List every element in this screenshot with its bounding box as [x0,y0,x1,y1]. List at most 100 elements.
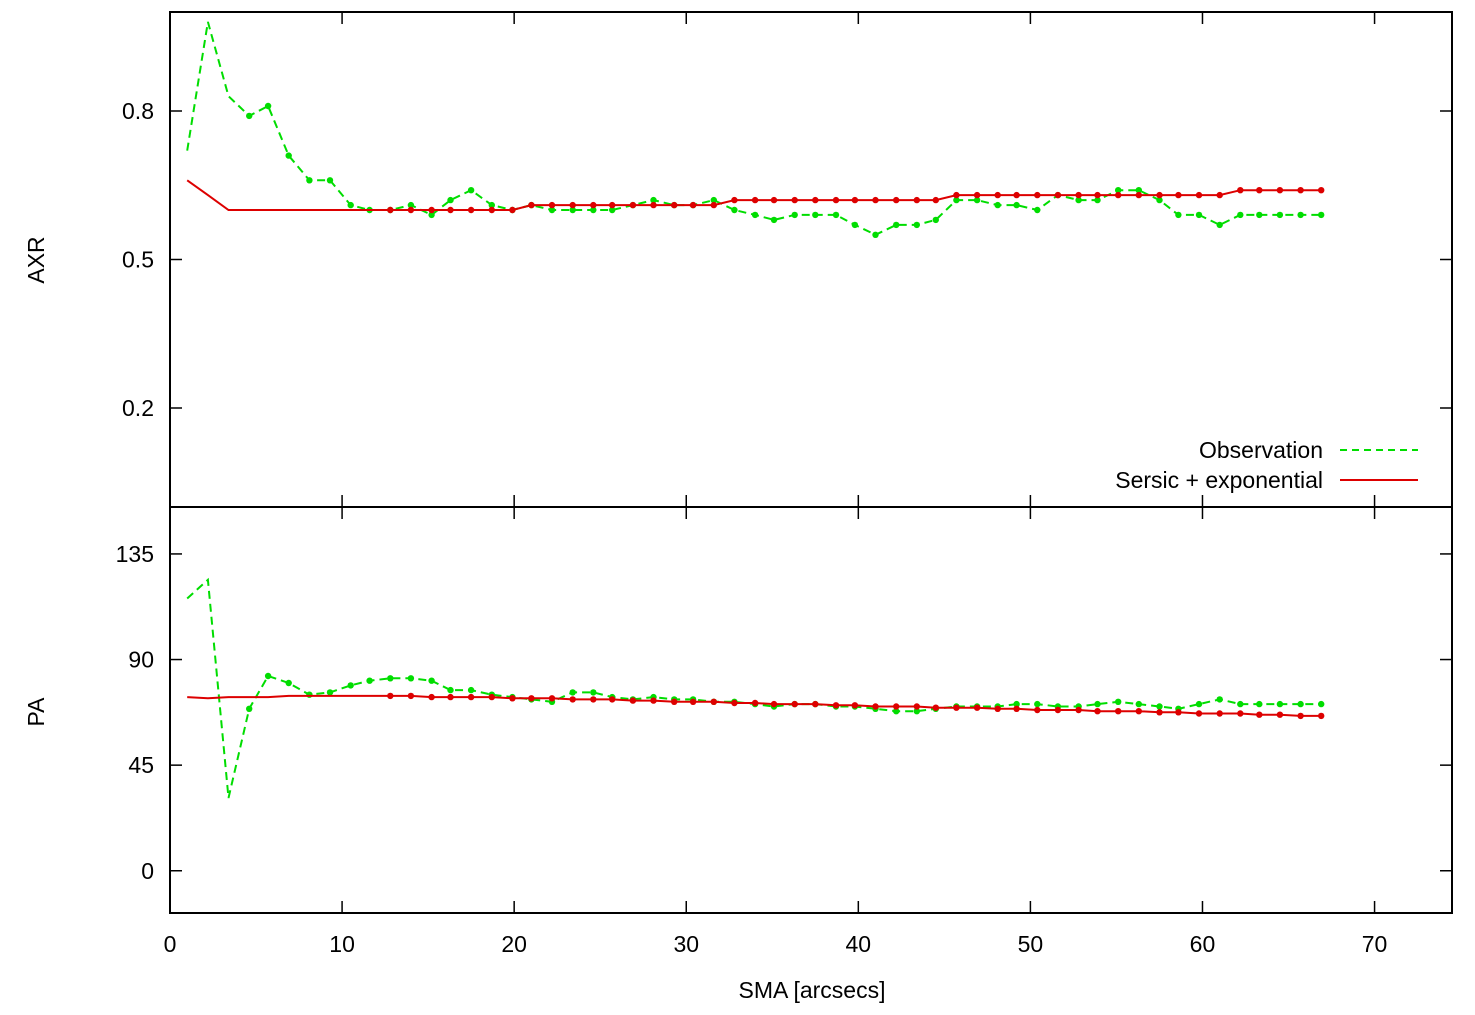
data-point-observation-axr [913,221,920,229]
data-point-sersic-exponential-axr [590,201,597,209]
data-point-sersic-exponential-axr [428,206,435,214]
data-point-observation-axr [1216,221,1223,229]
data-point-sersic-exponential-axr [994,191,1001,199]
data-point-sersic-exponential-pa [509,695,516,702]
data-point-sersic-exponential-pa [1094,708,1101,715]
data-point-observation-pa [264,672,272,680]
data-point-sersic-exponential-pa [1034,706,1041,714]
data-point-sersic-exponential-axr [751,196,759,204]
data-point-observation-pa [1318,700,1325,708]
data-point-observation-axr [650,196,657,204]
data-point-sersic-exponential-axr [1013,191,1020,199]
data-point-observation-pa [1195,700,1203,708]
data-point-observation-axr [953,196,960,204]
data-point-sersic-exponential-pa [893,703,900,710]
data-point-sersic-exponential-pa [590,696,597,703]
data-point-sersic-exponential-axr [913,196,920,204]
x-tick-label: 50 [1018,931,1044,957]
data-point-sersic-exponential-axr [447,206,454,214]
panel-frame-axr [169,11,1453,508]
data-point-observation-axr [1175,211,1182,219]
data-point-observation-axr [893,221,900,229]
data-point-sersic-exponential-axr [710,201,717,209]
data-point-observation-axr [751,211,759,219]
data-point-sersic-exponential-pa [953,704,960,711]
data-point-sersic-exponential-axr [1094,191,1101,199]
data-point-sersic-exponential-axr [1135,191,1143,199]
data-point-sersic-exponential-axr [1054,191,1062,199]
data-point-observation-axr [1094,196,1101,204]
data-point-observation-axr [791,211,798,219]
data-point-observation-pa [1216,696,1223,703]
data-point-observation-axr [994,201,1001,209]
data-point-sersic-exponential-pa [1135,708,1143,715]
data-point-sersic-exponential-pa [447,693,454,701]
data-point-sersic-exponential-pa [1013,705,1020,712]
data-point-sersic-exponential-axr [1195,191,1203,199]
y-axis-label-axr: AXR [23,236,49,283]
data-point-sersic-exponential-axr [872,196,879,204]
data-point-sersic-exponential-pa [791,700,798,708]
x-tick-label: 40 [846,931,872,957]
data-point-sersic-exponential-axr [1256,187,1263,194]
data-point-sersic-exponential-axr [467,206,475,214]
y-tick-label-axr: 0.5 [122,247,154,273]
data-point-sersic-exponential-pa [387,692,394,700]
data-point-sersic-exponential-pa [1276,711,1284,718]
data-point-sersic-exponential-axr [689,201,697,209]
data-point-observation-axr [770,216,778,224]
data-point-sersic-exponential-axr [1156,191,1163,199]
data-point-observation-pa [1297,700,1304,708]
data-point-sersic-exponential-axr [650,201,657,209]
data-point-sersic-exponential-pa [1156,709,1163,716]
data-point-observation-axr [1318,211,1325,219]
data-point-observation-pa [285,679,292,687]
data-point-observation-axr [428,211,435,219]
data-point-observation-pa [1256,700,1263,708]
x-tick-label: 0 [164,931,177,957]
data-point-sersic-exponential-pa [1318,712,1325,720]
data-point-sersic-exponential-axr [1297,187,1304,194]
data-point-observation-axr [932,216,939,224]
data-point-observation-axr [569,206,576,214]
data-point-observation-axr [710,196,717,204]
data-point-observation-pa [913,708,920,715]
data-point-observation-pa [569,689,576,696]
x-tick-label: 30 [673,931,699,957]
x-tick-label: 70 [1362,931,1388,957]
data-point-sersic-exponential-axr [407,206,415,214]
series-line-observation-pa [186,577,1322,799]
data-point-observation-axr [347,201,354,209]
data-point-sersic-exponential-axr [1216,191,1223,199]
data-point-sersic-exponential-pa [994,705,1001,712]
data-point-observation-axr [488,201,495,209]
data-point-observation-pa [407,675,415,682]
y-tick-label-axr: 0.8 [122,98,154,124]
y-axis-label-pa: PA [23,697,49,727]
data-point-sersic-exponential-pa [851,702,859,709]
data-point-observation-axr [285,152,292,159]
y-tick-label-pa: 45 [128,752,154,778]
data-point-observation-axr [407,201,415,209]
data-point-observation-pa [1094,700,1101,708]
data-point-observation-pa [366,677,373,684]
data-point-observation-pa [1034,700,1041,708]
data-point-observation-axr [1156,196,1163,204]
data-point-sersic-exponential-axr [953,191,960,199]
data-point-sersic-exponential-axr [509,206,516,214]
data-point-sersic-exponential-pa [832,702,840,709]
data-point-observation-axr [1276,211,1284,219]
legend-label-observation: Observation [1199,437,1323,463]
data-point-observation-axr [812,211,819,219]
data-point-sersic-exponential-axr [488,206,495,214]
data-point-sersic-exponential-pa [973,704,981,711]
data-point-observation-axr [1195,211,1203,219]
data-point-sersic-exponential-pa [407,692,415,700]
data-point-sersic-exponential-pa [812,700,819,708]
data-point-sersic-exponential-axr [548,201,556,209]
data-point-sersic-exponential-pa [671,698,678,705]
data-point-sersic-exponential-pa [770,700,778,708]
x-tick-label: 20 [501,931,527,957]
data-point-observation-axr [1135,187,1143,194]
